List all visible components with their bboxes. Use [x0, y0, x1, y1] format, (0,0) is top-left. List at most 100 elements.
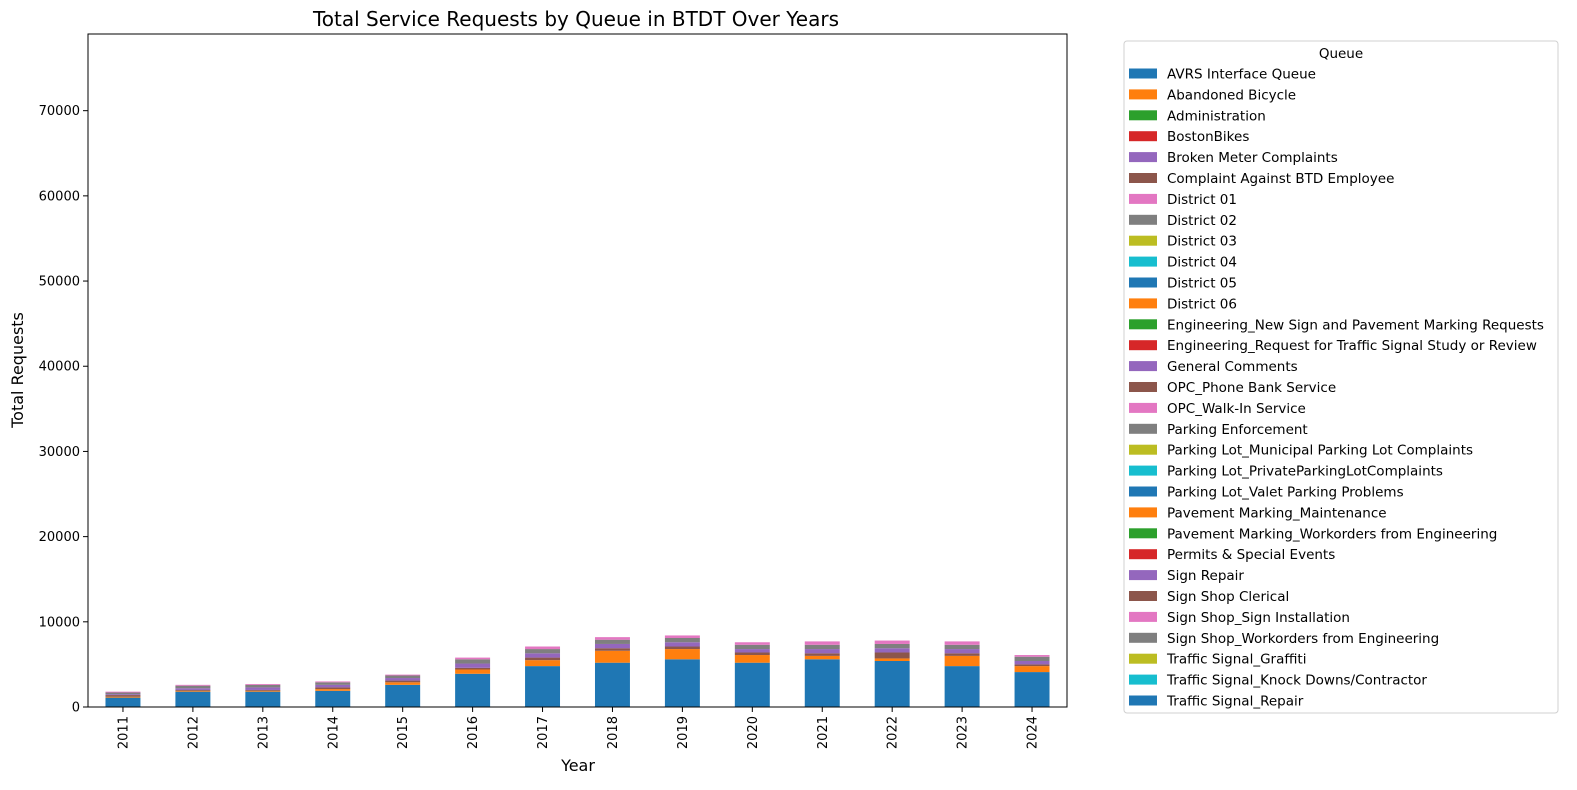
x-tick-label: 2019	[676, 716, 691, 749]
bar-segment	[175, 690, 211, 692]
legend-label: Traffic Signal_Graffiti	[1166, 652, 1306, 668]
bar-segment	[245, 689, 281, 691]
legend-swatch	[1129, 382, 1157, 392]
legend-label: AVRS Interface Queue	[1167, 67, 1316, 83]
legend-label: Sign Repair	[1167, 568, 1244, 584]
legend-label: District 01	[1167, 192, 1237, 208]
legend-label: District 04	[1167, 255, 1237, 271]
x-tick-label: 2011	[116, 716, 131, 749]
legend-swatch	[1129, 444, 1157, 455]
bar-segment	[874, 640, 910, 644]
legend-label: Traffic Signal_Repair	[1166, 694, 1304, 710]
bar-segment	[175, 684, 211, 686]
legend-frame	[1123, 40, 1559, 714]
legend-swatch	[1129, 319, 1157, 330]
bar-segment	[874, 643, 910, 649]
x-tick-label: 2020	[746, 716, 761, 749]
x-tick-label: 2024	[1026, 716, 1041, 749]
x-axis-label: Year	[560, 756, 595, 775]
bar-segment	[874, 652, 910, 659]
bar-segment	[455, 659, 491, 664]
legend-label: Sign Shop Clerical	[1167, 589, 1289, 605]
bar-segment	[664, 635, 700, 638]
bar-segment	[385, 680, 421, 683]
legend-label: Engineering_New Sign and Pavement Markin…	[1167, 317, 1544, 333]
legend-swatch	[1129, 361, 1157, 372]
legend-label: Parking Enforcement	[1167, 422, 1308, 438]
bar-segment	[315, 681, 351, 683]
y-tick-label: 40000	[39, 360, 80, 375]
x-tick-label: 2016	[466, 716, 481, 749]
x-tick-label: 2017	[536, 716, 551, 749]
bar-segment	[804, 644, 840, 650]
x-tick-label: 2013	[256, 716, 271, 749]
plot-area: 0 10000 20000 30000 40000 50000 60000 70000 2011…	[39, 33, 1068, 749]
bar-segment	[455, 673, 491, 707]
y-tick-label: 50000	[39, 275, 80, 290]
legend-swatch	[1129, 298, 1157, 309]
bar-segment	[455, 663, 491, 668]
x-tick-label: 2014	[326, 716, 341, 749]
legend-swatch	[1129, 611, 1157, 622]
legend-label: OPC_Walk-In Service	[1167, 401, 1306, 417]
bar-segment	[315, 687, 351, 690]
bar-segment	[594, 643, 630, 649]
bar-segment	[944, 666, 980, 707]
bar-segment	[664, 659, 700, 707]
bar-segment	[175, 689, 211, 691]
bar-segment	[1014, 655, 1050, 657]
bar-segment	[664, 649, 700, 660]
legend-title: Queue	[1319, 46, 1363, 62]
legend-label: Parking Lot_Municipal Parking Lot Compla…	[1167, 443, 1473, 459]
legend-swatch	[1129, 235, 1157, 246]
legend-swatch	[1129, 674, 1157, 685]
bar-segment	[315, 690, 351, 707]
x-tick-label: 2012	[186, 716, 201, 749]
bar-segment	[1014, 664, 1050, 667]
legend-label: Pavement Marking_Maintenance	[1167, 505, 1387, 521]
bar-segment	[455, 657, 491, 660]
bar-segment	[175, 688, 211, 690]
bar-segment	[874, 660, 910, 707]
bar-segment	[105, 695, 141, 697]
bar-segment	[594, 650, 630, 663]
legend-swatch	[1129, 549, 1157, 560]
chart-title: Total Service Requests by Queue in BTDT …	[312, 7, 839, 31]
legend-swatch	[1129, 695, 1157, 706]
legend-label: Parking Lot_Valet Parking Problems	[1167, 485, 1404, 501]
legend-label: OPC_Phone Bank Service	[1167, 380, 1336, 396]
legend-swatch	[1129, 131, 1157, 142]
legend-label: Permits & Special Events	[1167, 547, 1335, 563]
legend-swatch	[1129, 173, 1157, 183]
bar-segment	[175, 691, 211, 707]
bar-segment	[804, 653, 840, 656]
bar-segment	[385, 674, 421, 676]
bar-segment	[734, 649, 770, 653]
bar-segment	[245, 687, 281, 690]
legend-label: Traffic Signal_Knock Downs/Contractor	[1166, 673, 1427, 689]
bar-segment	[944, 653, 980, 656]
bar-segment	[874, 648, 910, 653]
bar-segment	[734, 655, 770, 663]
legend-swatch	[1129, 402, 1157, 413]
legend-swatch	[1129, 653, 1157, 664]
bar-segment	[525, 649, 561, 654]
bar-segment	[734, 662, 770, 707]
legend-label: Sign Shop_Sign Installation	[1167, 610, 1350, 626]
bar-segment	[315, 682, 351, 685]
axes-frame	[87, 33, 1068, 708]
legend-swatch	[1129, 277, 1157, 288]
y-tick-label: 60000	[39, 189, 80, 204]
bar-segment	[804, 655, 840, 660]
y-axis-label: Total Requests	[8, 312, 27, 429]
legend-label: District 03	[1167, 234, 1237, 250]
bar-segment	[734, 644, 770, 650]
y-tick-label: 0	[72, 701, 80, 716]
x-tick-label: 2015	[396, 716, 411, 749]
bar-segment	[385, 678, 421, 681]
legend-swatch	[1129, 591, 1157, 601]
legend-swatch	[1129, 89, 1157, 100]
bar-segment	[525, 666, 561, 707]
bar-segment	[1014, 666, 1050, 673]
bar-segment	[245, 684, 281, 688]
